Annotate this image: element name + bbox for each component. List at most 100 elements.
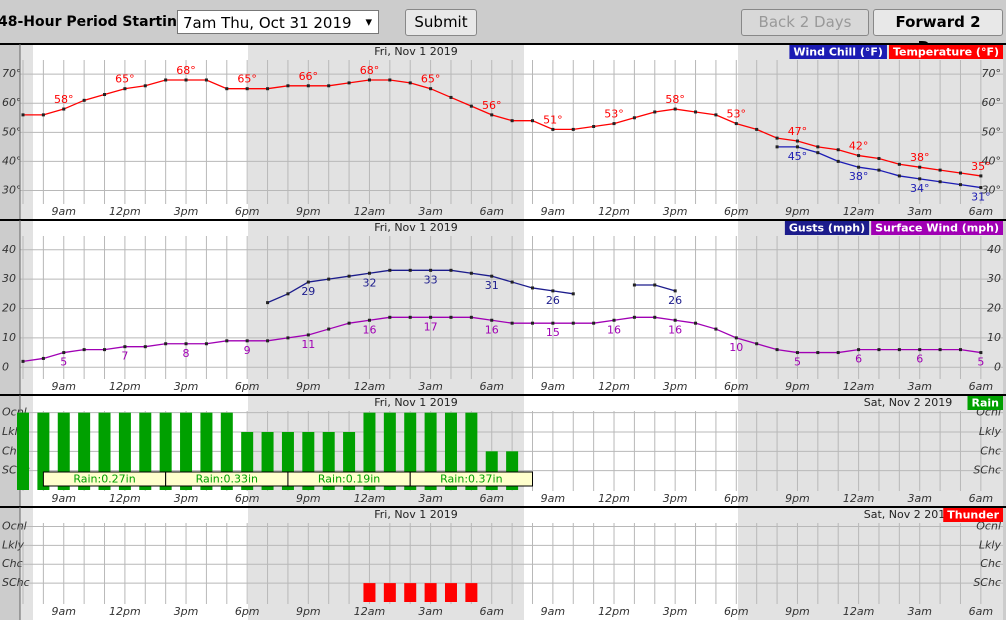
y-tick-label-right: 40 [987,243,1001,256]
point [918,165,922,169]
night-shade [248,507,524,620]
point [877,168,881,172]
x-tick-label: 9am [541,205,565,218]
y-tick-label: 30 [2,272,16,285]
x-tick-label: 3pm [174,605,199,618]
point [694,110,698,114]
x-tick-label: 9pm [296,205,321,218]
value-label: 65° [237,73,257,86]
point [836,148,840,152]
point [816,145,820,149]
point [571,127,575,131]
legend-label: Wind Chill (°F) [793,46,883,59]
point [164,78,168,82]
x-tick-label: 3am [418,380,442,393]
point [918,177,922,181]
point [408,81,412,85]
point [551,321,555,325]
point [857,348,861,352]
value-label: 26 [668,294,682,307]
date-label: Fri, Nov 1 2019 [374,508,458,521]
submit-button[interactable]: Submit [405,9,477,36]
point [673,107,677,111]
value-label: 34° [910,182,930,195]
x-tick-label: 6am [969,492,993,505]
bar [363,583,376,602]
point [531,286,534,290]
point [958,183,962,187]
period-select[interactable]: 7am Thu, Oct 31 2019 [177,10,379,35]
x-tick-label: 12pm [109,492,141,505]
point [367,318,371,322]
x-tick-label: 9am [52,605,76,618]
bar [444,412,457,490]
x-tick-label: 3am [907,380,931,393]
value-label: 31° [971,191,991,204]
point [592,321,596,325]
point [347,81,351,85]
point [123,87,127,91]
date-label: Fri, Nov 1 2019 [374,221,458,234]
value-label: 42° [849,140,869,153]
legend-box [871,221,1003,235]
point [857,154,861,158]
x-tick-label: 6pm [724,380,749,393]
x-tick-label: 6pm [235,380,260,393]
point [816,351,820,355]
y-tick-label-right: 20 [987,302,1001,315]
point [795,145,799,149]
y-tick-label: 10 [2,331,16,344]
point [367,78,371,82]
bar [383,412,396,490]
x-tick-label: 3pm [663,605,688,618]
point [429,315,433,319]
value-label: 10 [729,341,743,354]
point [958,348,962,352]
y-tick-label-right: 50° [982,125,1002,138]
value-label: 9 [244,344,251,357]
value-label: 65° [421,73,441,86]
back-button[interactable]: Back 2 Days [741,9,869,36]
value-label: 38° [849,170,869,183]
point [612,318,616,322]
point [632,116,636,120]
x-tick-label: 6am [969,205,993,218]
date-label: Fri, Nov 1 2019 [374,45,458,58]
point [306,84,310,88]
point [490,113,494,117]
point [327,277,331,281]
point [551,289,555,293]
x-tick-label: 12pm [109,380,141,393]
point [41,113,45,117]
point [979,174,983,178]
point [388,268,392,272]
y-tick-label-right: Chc [980,557,1001,570]
x-tick-label: 12pm [598,205,630,218]
x-tick-label: 3am [907,492,931,505]
legend-label: Rain [972,397,1000,410]
value-label: 45° [788,150,808,163]
y-tick-label-right: SChc [973,464,1001,477]
x-tick-label: 6pm [235,605,260,618]
y-tick-label-right: 0 [994,360,1001,373]
x-tick-label: 6pm [235,492,260,505]
bar [404,412,417,490]
bar [424,412,437,490]
y-tick-label: 30° [2,183,22,196]
y-tick-label: SChc [2,576,30,589]
value-label: 35° [971,160,991,173]
point [327,327,331,331]
x-tick-label: 9am [541,380,565,393]
x-tick-label: 3am [907,205,931,218]
y-tick-label: 70° [2,67,22,80]
point [673,318,677,322]
value-label: 33 [424,273,438,286]
bar [180,412,193,490]
point [143,84,147,88]
night-shade [738,220,1003,395]
bar [98,412,111,490]
x-tick-label: 6am [969,605,993,618]
date-label: Sat, Nov 2 2019 [864,396,952,409]
value-label: 15 [546,326,560,339]
